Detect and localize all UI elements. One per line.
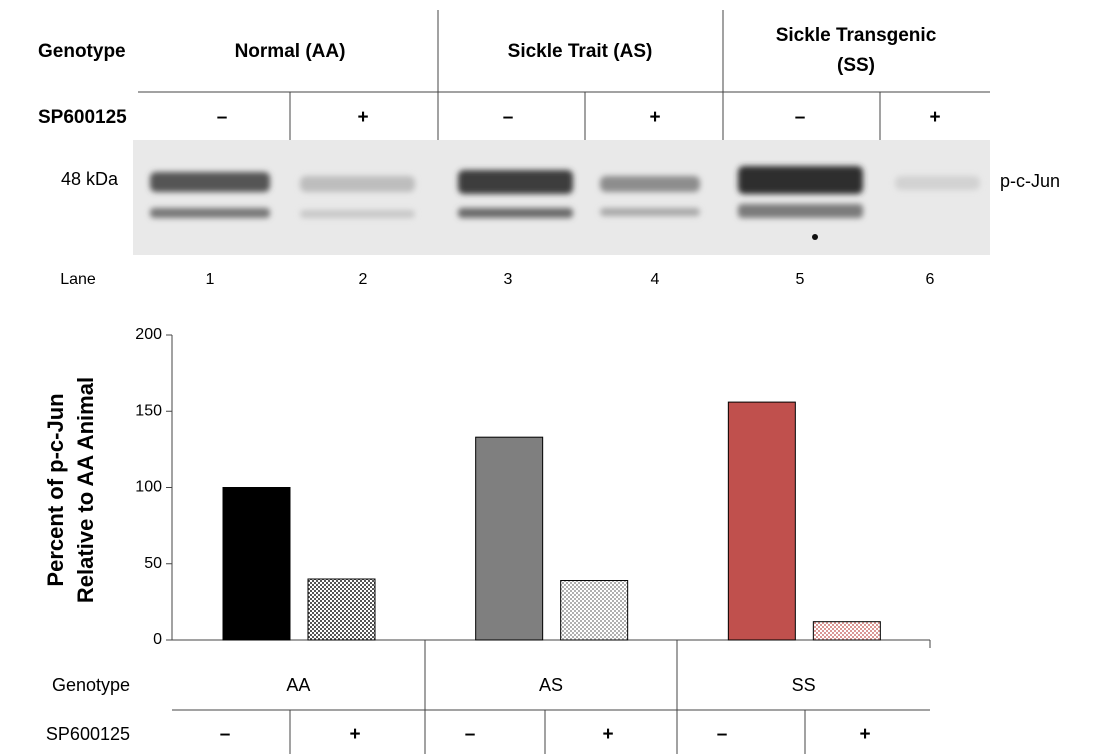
genotype: Sickle Transgenic <box>776 25 937 46</box>
band <box>738 166 863 194</box>
bar <box>308 579 375 640</box>
genotype: Normal (AA) <box>235 41 346 62</box>
protein-label: p-c-Jun <box>1000 171 1060 191</box>
treatment: + <box>649 107 660 128</box>
blot-header: Genotype Normal (AA) Sickle Trait (AS) S… <box>38 10 990 140</box>
treatment: – <box>717 724 728 745</box>
genotype: Sickle Trait (AS) <box>508 41 653 62</box>
lane-label: Lane <box>60 271 96 288</box>
size-label: 48 kDa <box>61 169 119 189</box>
band <box>458 170 573 194</box>
band <box>738 204 863 218</box>
bar <box>223 488 290 641</box>
treatment: + <box>357 107 368 128</box>
lane-number: 4 <box>651 271 660 288</box>
band <box>150 172 270 192</box>
row-label: SP600125 <box>46 724 130 744</box>
y-tick-label: 50 <box>144 555 162 572</box>
y-axis-label: Percent of p-c-Jun <box>43 393 68 586</box>
speck <box>812 234 818 240</box>
figure: Genotype Normal (AA) Sickle Trait (AS) S… <box>0 0 1093 754</box>
y-tick-label: 0 <box>153 631 162 648</box>
bar <box>728 402 795 640</box>
band <box>600 176 700 192</box>
treatment: – <box>465 724 476 745</box>
band <box>895 176 980 190</box>
lane-number: 1 <box>206 271 215 288</box>
band <box>150 208 270 218</box>
row-label: Genotype <box>52 675 130 695</box>
bar <box>561 581 628 640</box>
genotype: AA <box>286 675 310 695</box>
treatment: + <box>929 107 940 128</box>
treatment: – <box>220 724 231 745</box>
treatment: + <box>349 724 360 745</box>
membrane <box>133 140 990 255</box>
genotype: SS <box>792 675 816 695</box>
row-label: Genotype <box>38 41 126 62</box>
treatment: – <box>217 107 228 128</box>
genotype: (SS) <box>837 55 875 76</box>
y-tick-label: 200 <box>135 326 162 343</box>
band <box>300 210 415 218</box>
blot-image: 48 kDa p-c-Jun Lane <box>60 140 1060 288</box>
lane-number: 5 <box>796 271 805 288</box>
band <box>600 208 700 216</box>
treatment: + <box>859 724 870 745</box>
treatment: – <box>503 107 514 128</box>
genotype: AS <box>539 675 563 695</box>
bar <box>476 437 543 640</box>
band <box>458 208 573 218</box>
row-label: SP600125 <box>38 107 127 128</box>
lane-number: 6 <box>926 271 935 288</box>
y-tick-label: 150 <box>135 402 162 419</box>
treatment: – <box>795 107 806 128</box>
y-axis-label: Relative to AA Animal <box>73 377 98 603</box>
lane-number: 3 <box>504 271 513 288</box>
bar <box>813 622 880 640</box>
treatment: + <box>602 724 613 745</box>
y-tick-label: 100 <box>135 479 162 496</box>
lane-number: 2 <box>359 271 368 288</box>
x-table: Genotype SP600125 <box>46 640 930 754</box>
band <box>300 176 415 192</box>
